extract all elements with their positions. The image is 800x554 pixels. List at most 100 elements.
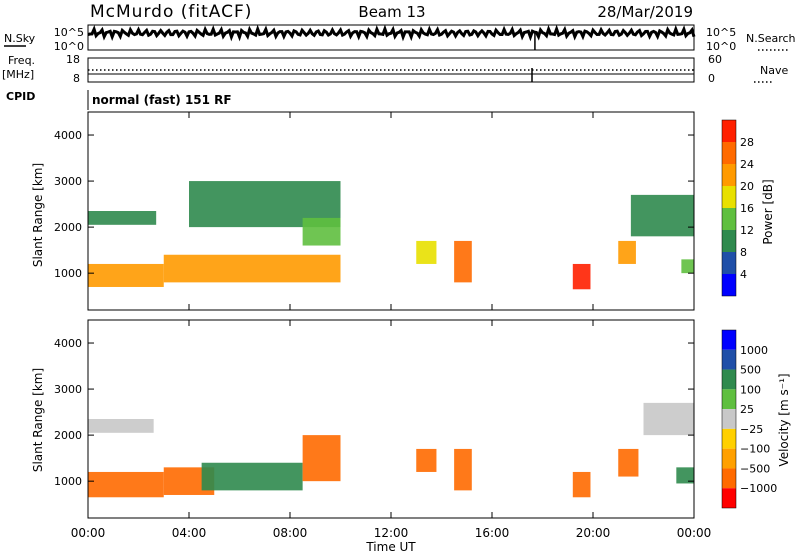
colorbar-swatch	[722, 186, 736, 208]
time-axis: 00:00 04:00 08:00 12:00 16:00 20:00 00:00	[71, 112, 712, 540]
nsky-label: N.Sky	[4, 32, 36, 45]
date-title: 28/Mar/2019	[597, 3, 693, 21]
velocity-colorbar: 1000 500 100 25 −25 −100 −500 −1000	[721, 329, 777, 509]
nsky-panel	[87, 24, 695, 51]
power-yaxis: 1000 2000 3000 4000	[54, 129, 694, 280]
heatmap-cell	[572, 263, 591, 290]
colorbar-swatch	[722, 389, 736, 410]
xtick-label: 20:00	[576, 526, 611, 540]
heatmap-cell	[302, 217, 341, 246]
colorbar-swatch	[722, 208, 736, 230]
colorbar-swatch	[722, 369, 736, 390]
nsky-trace	[87, 24, 696, 50]
freq-tick-top: 18	[66, 53, 80, 66]
ytick-label: 4000	[54, 129, 82, 142]
heatmap-cell	[630, 194, 694, 237]
heatmap-cell	[88, 471, 164, 498]
power-heatmap	[88, 181, 694, 290]
heatmap-cell	[88, 263, 164, 287]
colorbar-swatch	[722, 349, 736, 370]
ytick-label: 1000	[54, 267, 82, 280]
heatmap-cell	[676, 467, 694, 484]
colorbar-swatch	[722, 330, 736, 350]
nsearch-label: N.Search	[746, 32, 796, 45]
colorbar-swatch	[722, 409, 736, 429]
power-colorbar-label: Power [dB]	[761, 179, 775, 244]
colorbar-tick-label: 12	[740, 224, 754, 237]
colorbar-swatch	[722, 448, 736, 469]
velocity-ylabel: Slant Range [km]	[31, 368, 45, 472]
heatmap-cell	[454, 448, 472, 491]
colorbar-tick-label: 16	[740, 202, 754, 215]
colorbar-tick-label: 100	[740, 383, 761, 396]
cpid-label: CPID	[6, 90, 35, 103]
colorbar-swatch	[722, 230, 736, 252]
colorbar-swatch	[722, 468, 736, 489]
nsearch-tick-bottom: 10^0	[706, 40, 736, 53]
heatmap-cell	[681, 259, 694, 274]
heatmap-cell	[163, 254, 341, 283]
xtick-label: 12:00	[374, 526, 409, 540]
colorbar-swatch	[722, 488, 736, 508]
xtick-label: 04:00	[172, 526, 207, 540]
heatmap-cell	[643, 402, 694, 436]
colorbar-frame	[721, 119, 737, 297]
nsky-tick-top: 10^5	[54, 26, 84, 39]
nave-tick-bottom: 0	[708, 72, 715, 85]
velocity-yaxis: 1000 2000 3000 4000	[54, 337, 694, 488]
colorbar-tick-label: 500	[740, 364, 761, 377]
beam-title: Beam 13	[358, 3, 425, 21]
xtick-label: 00:00	[677, 526, 712, 540]
heatmap-cell	[88, 419, 154, 433]
colorbar-tick-label: 4	[740, 268, 747, 281]
xtick-label: 00:00	[71, 526, 106, 540]
ytick-label: 1000	[54, 475, 82, 488]
station-title: McMurdo (fitACF)	[90, 2, 252, 22]
freq-tick-bottom: 8	[73, 72, 80, 85]
colorbar-tick-label: 20	[740, 180, 754, 193]
power-colorbar: 4 8 12 16 20 24 28	[721, 119, 754, 297]
xtick-label: 16:00	[475, 526, 510, 540]
ytick-label: 2000	[54, 221, 82, 234]
ytick-label: 3000	[54, 383, 82, 396]
colorbar-tick-label: −1000	[740, 482, 777, 495]
colorbar-swatch	[722, 428, 736, 449]
heatmap-cell	[201, 462, 303, 491]
heatmap-cell	[618, 240, 636, 264]
colorbar-tick-label: 8	[740, 246, 747, 259]
velocity-heatmap	[88, 402, 694, 498]
heatmap-cell	[302, 435, 341, 482]
xtick-label: 08:00	[273, 526, 308, 540]
colorbar-swatch	[722, 252, 736, 274]
colorbar-frame	[721, 329, 737, 509]
ytick-label: 3000	[54, 175, 82, 188]
heatmap-cell	[572, 471, 591, 498]
heatmap-cell	[416, 240, 437, 264]
colorbar-tick-label: 25	[740, 403, 754, 416]
nsearch-tick-top: 10^5	[706, 26, 736, 39]
colorbar-tick-label: 24	[740, 158, 754, 171]
xaxis-label: Time UT	[365, 540, 416, 554]
nave-tick-top: 60	[708, 53, 722, 66]
nsky-tick-bottom: 10^0	[54, 40, 84, 53]
freq-panel	[87, 57, 695, 83]
freq-unit: [MHz]	[2, 68, 34, 81]
colorbar-tick-label: 28	[740, 136, 754, 149]
velocity-colorbar-label: Velocity [m s⁻¹]	[777, 373, 791, 466]
freq-label: Freq.	[8, 54, 35, 67]
cpid-value: normal (fast) 151 RF	[92, 93, 232, 107]
colorbar-tick-label: −100	[740, 443, 770, 456]
colorbar-swatch	[722, 120, 736, 142]
colorbar-tick-label: 1000	[740, 344, 768, 357]
colorbar-tick-label: −500	[740, 462, 770, 475]
heatmap-cell	[88, 211, 157, 225]
colorbar-swatch	[722, 274, 736, 296]
nsky-line	[87, 24, 696, 42]
heatmap-cell	[454, 240, 472, 283]
colorbar-swatch	[722, 164, 736, 186]
heatmap-cell	[618, 448, 639, 477]
ytick-label: 2000	[54, 429, 82, 442]
colorbar-tick-label: −25	[740, 423, 763, 436]
ytick-label: 4000	[54, 337, 82, 350]
